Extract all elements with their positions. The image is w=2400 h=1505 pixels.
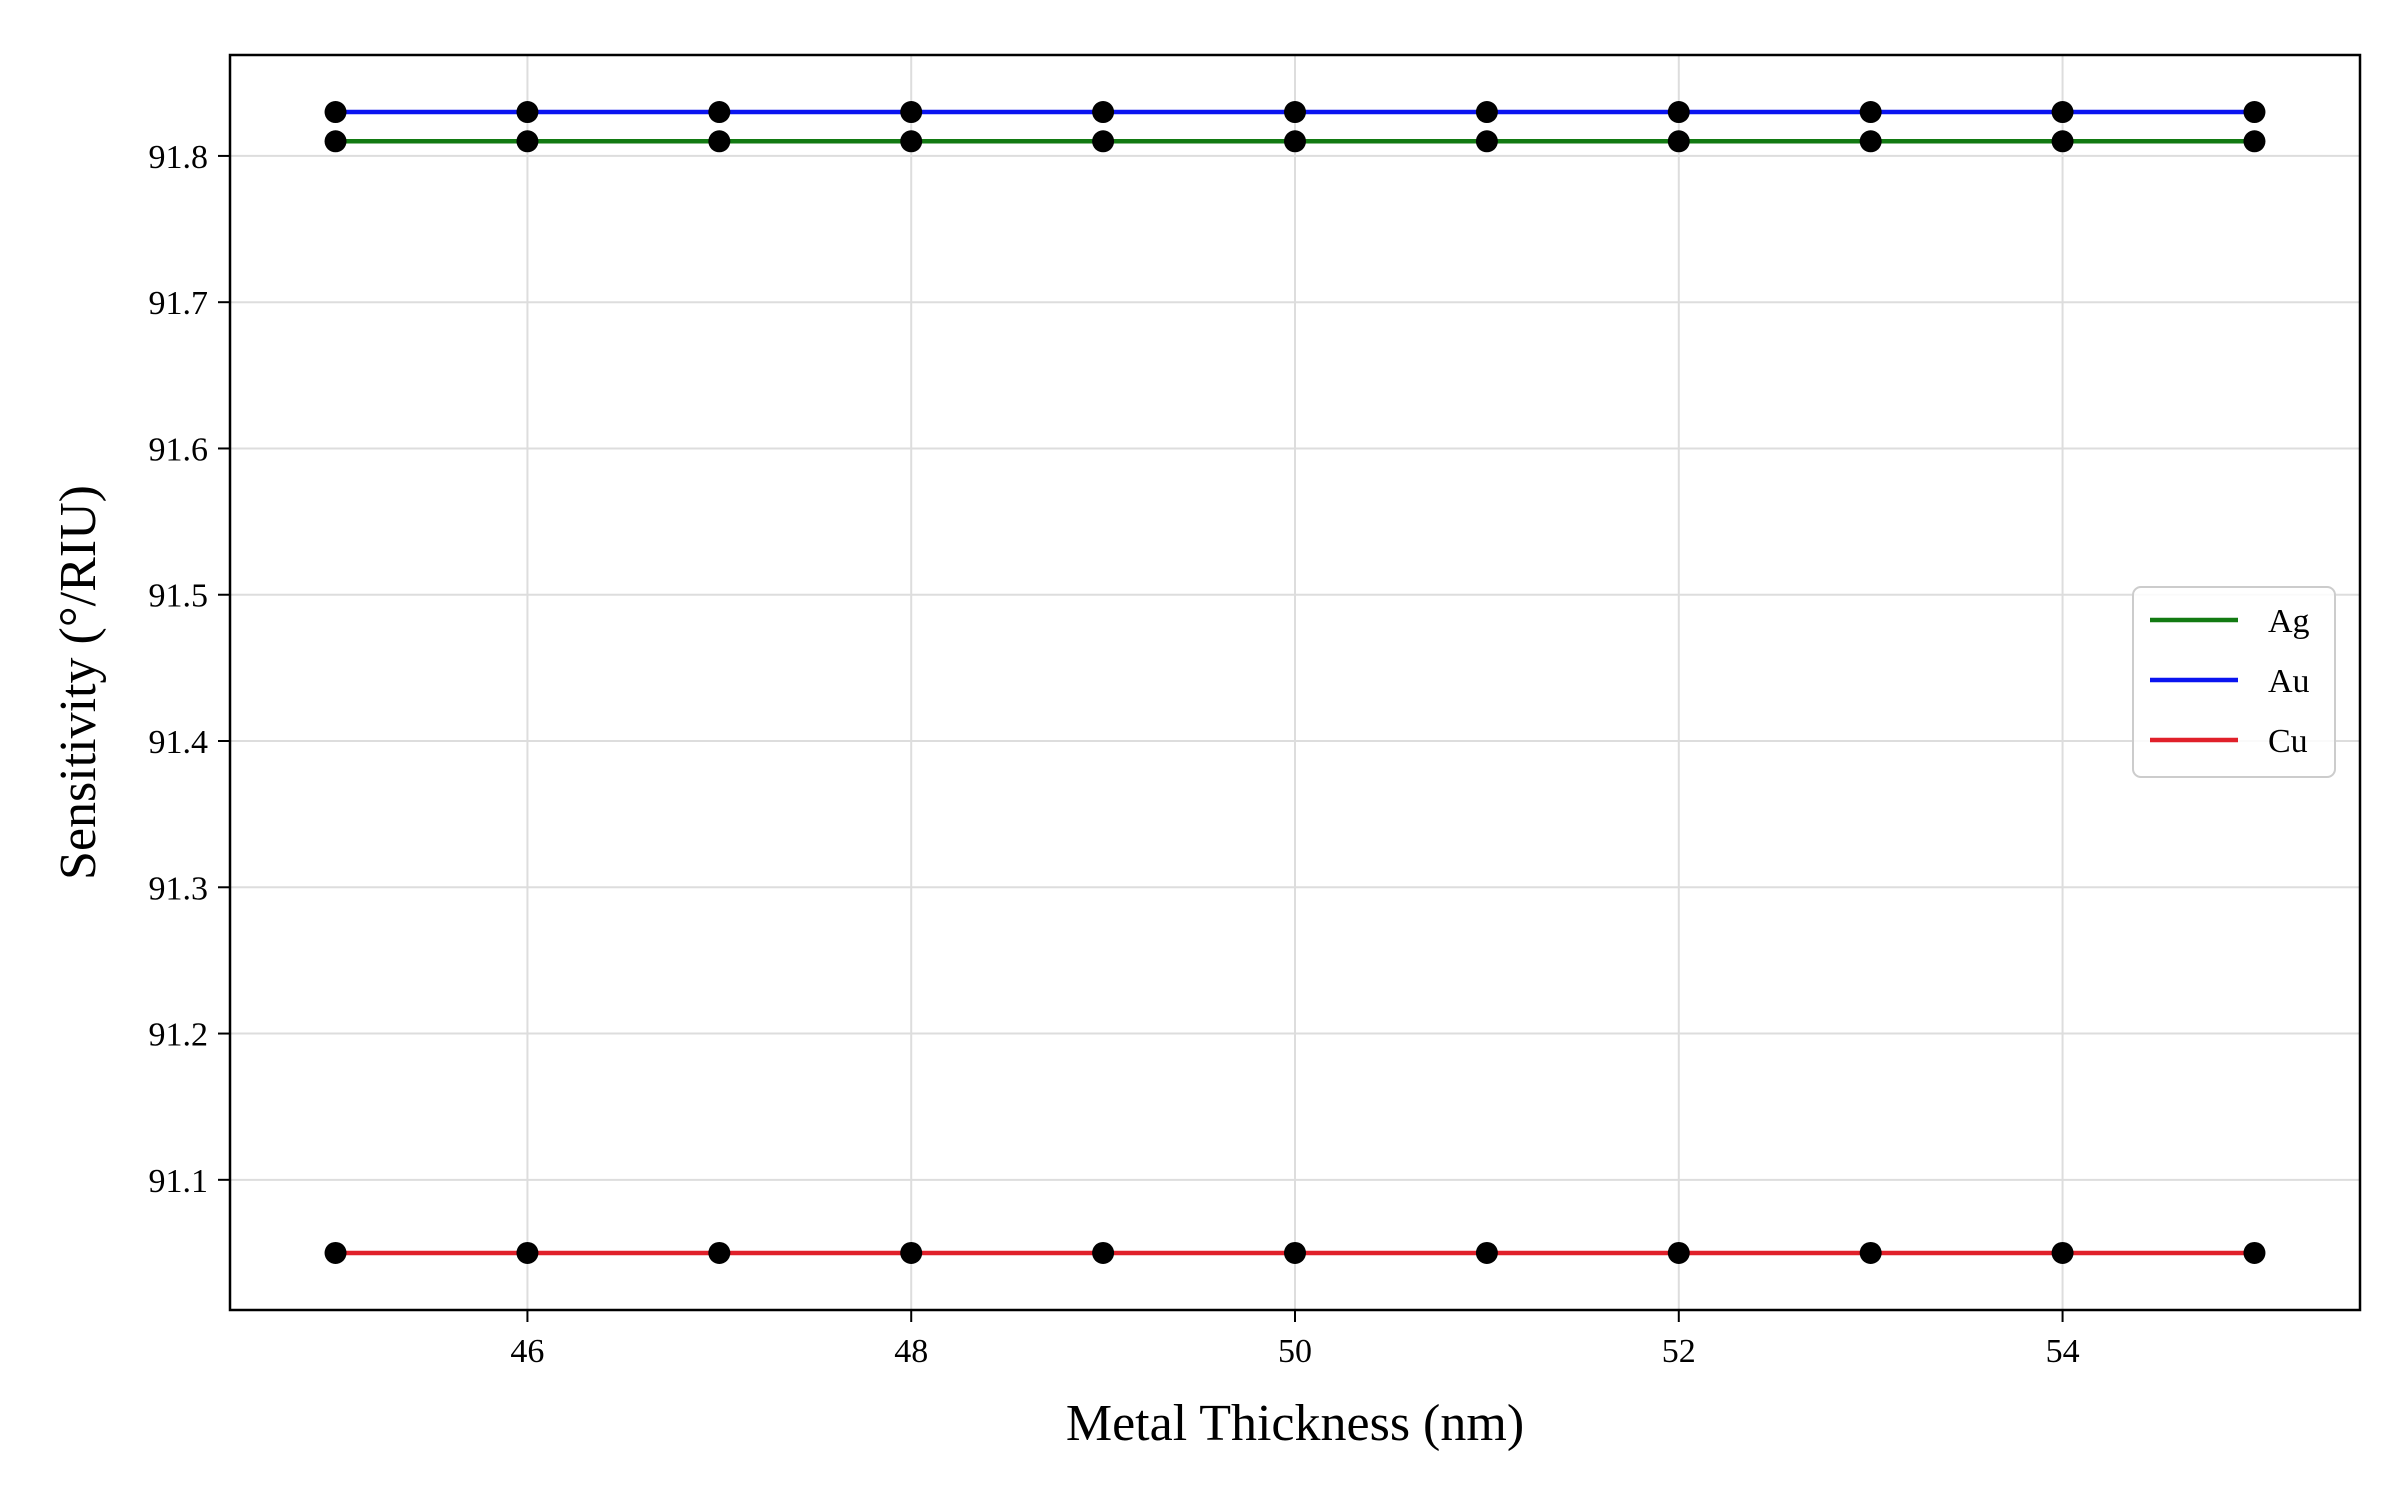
legend: Ag Au Cu (2132, 586, 2336, 778)
data-point-au (2051, 101, 2074, 124)
data-point-cu (2051, 1241, 2074, 1264)
x-tick-label: 48 (894, 1333, 928, 1370)
y-tick-label: 91.8 (149, 139, 209, 176)
data-point-cu (1475, 1241, 1498, 1264)
y-tick-label: 91.4 (149, 724, 209, 761)
legend-label-au: Au (2268, 663, 2310, 700)
x-tick-label: 52 (1662, 1333, 1696, 1370)
data-point-ag (1475, 130, 1498, 153)
data-point-ag (2051, 130, 2074, 153)
data-markers (324, 101, 2266, 1264)
grid (230, 55, 2360, 1310)
data-point-cu (1859, 1241, 1882, 1264)
data-point-au (324, 101, 347, 124)
y-axis-label: Sensitivity (°/RIU) (50, 485, 107, 880)
data-point-au (1092, 101, 1115, 124)
data-point-au (708, 101, 731, 124)
data-point-au (1284, 101, 1306, 124)
data-point-cu (2243, 1241, 2266, 1264)
y-tick-label: 91.5 (149, 578, 209, 615)
data-point-au (516, 101, 539, 124)
data-point-ag (1092, 130, 1115, 153)
data-point-cu (324, 1241, 347, 1264)
data-point-ag (1284, 130, 1306, 153)
legend-label-ag: Ag (2268, 603, 2310, 640)
y-tick-label: 91.3 (149, 870, 209, 907)
data-point-cu (1284, 1241, 1306, 1264)
data-point-ag (708, 130, 731, 153)
data-point-ag (324, 130, 347, 153)
axis-ticks: 46 48 50 52 54 91.1 91.2 91.3 91.4 91.5 91.6 91.7 91… (149, 139, 2080, 1370)
data-point-au (900, 101, 923, 124)
data-point-cu (1667, 1241, 1690, 1264)
y-tick-label: 91.6 (149, 431, 209, 468)
data-point-cu (516, 1241, 539, 1264)
data-point-ag (516, 130, 539, 153)
x-axis-label: Metal Thickness (nm) (1066, 1395, 1524, 1452)
data-point-ag (900, 130, 923, 153)
x-tick-label: 50 (1278, 1333, 1312, 1370)
y-tick-label: 91.1 (149, 1163, 209, 1200)
data-point-cu (708, 1241, 731, 1264)
y-tick-label: 91.7 (149, 285, 209, 322)
data-point-au (1859, 101, 1882, 124)
data-point-au (2243, 101, 2266, 124)
data-point-ag (2243, 130, 2266, 153)
data-point-ag (1859, 130, 1882, 153)
y-tick-label: 91.2 (149, 1017, 209, 1054)
x-tick-label: 46 (510, 1333, 544, 1370)
legend-label-cu: Cu (2268, 723, 2308, 760)
data-point-cu (900, 1241, 923, 1264)
data-point-ag (1667, 130, 1690, 153)
data-point-au (1667, 101, 1690, 124)
x-tick-label: 54 (2046, 1333, 2080, 1370)
data-point-cu (1092, 1241, 1115, 1264)
data-point-au (1475, 101, 1498, 124)
